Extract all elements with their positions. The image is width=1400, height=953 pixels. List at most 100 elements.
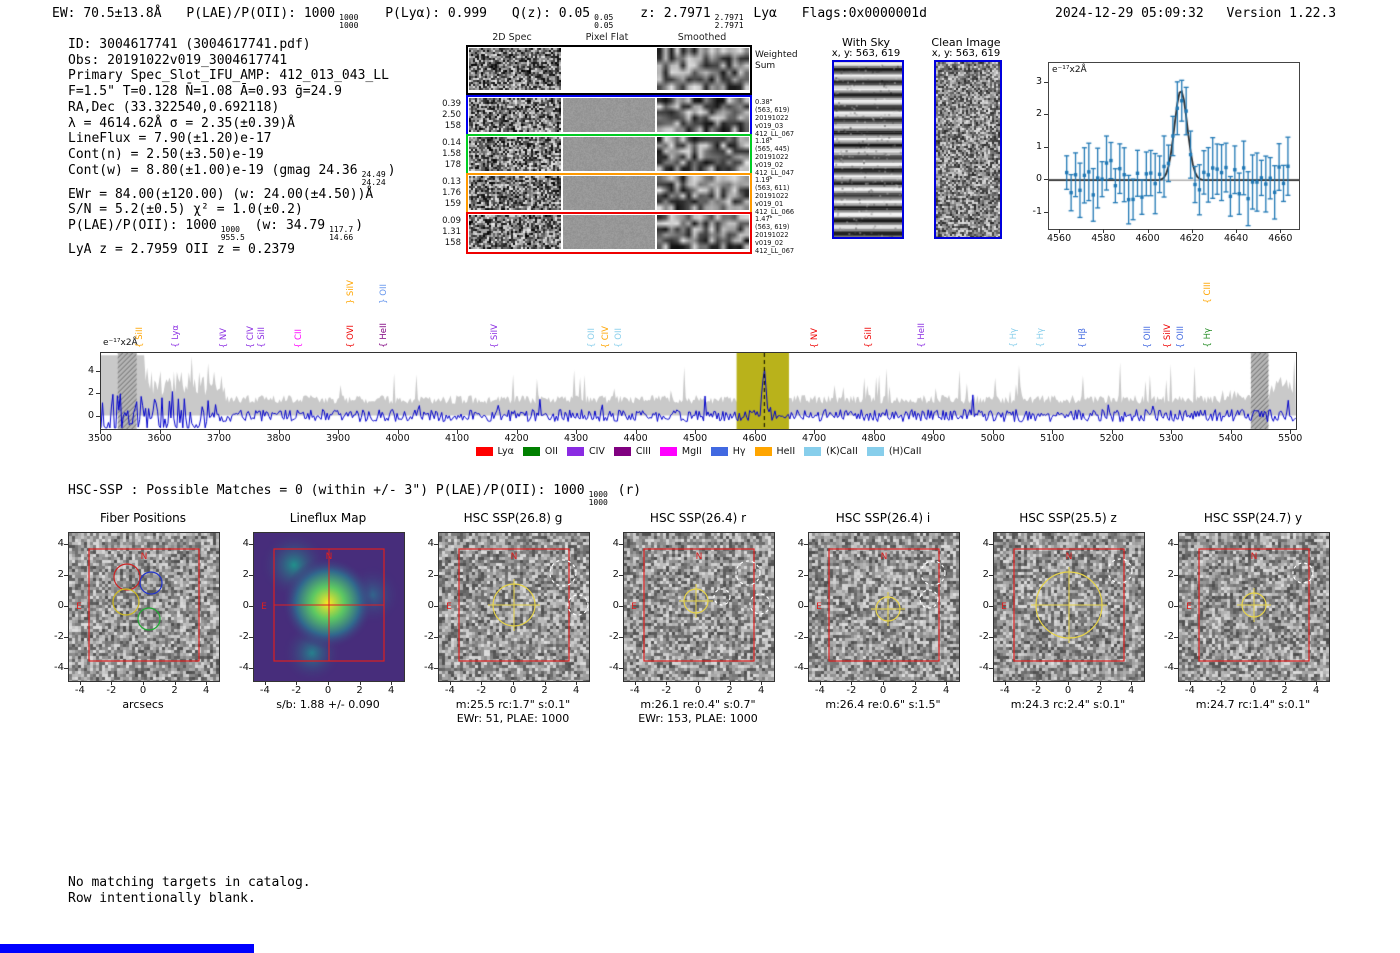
spectrum-x-tick-mark [1230,430,1232,434]
with-sky-image-frame [832,60,904,239]
cutout-y-tick-mark [434,606,438,607]
smoothed-image [657,215,749,249]
emission-line-label: { Hγ [1035,328,1046,348]
cutout-x-tick-mark [946,681,948,685]
cutout-x-tick-mark [174,681,176,685]
clean-image-title: Clean Image [931,36,1001,49]
cutout-y-tick-label: 2 [982,568,989,580]
info-line-primary-spec: Primary Spec_Slot_IFU_AMP: 412_013_043_L… [68,68,389,84]
legend-swatch [613,446,631,456]
spectrum-x-tick-mark [873,430,875,434]
extraction-box [458,548,570,662]
cutout-x-tick-mark [544,681,546,685]
report-header-stats: EW: 70.5±13.8Å P(LAE)/P(OII): 1000 1000 10… [52,6,927,30]
cutout-panel: HSC SSP(26.8) g N E -4 -4 -2 -2 0 0 2 2 4 4 m:25.5 rc… [424,511,590,726]
cutout-x-tick-mark [883,681,884,685]
legend-swatch [804,446,822,456]
cutout-x-tick-label: -4 [629,685,640,696]
cutout-x-tick-mark [666,681,668,685]
spec2d-image [469,98,561,132]
spectrum-x-tick-mark [100,430,101,434]
info-line-redshifts: LyA z = 2.7959 OII z = 0.2379 [68,242,295,258]
cutout-y-tick-label: -4 [1164,662,1174,674]
emission-line-label: { HeII [378,323,389,348]
extraction-box [1013,548,1125,662]
spectrum-y-tick-mark [96,415,100,417]
cutout-panel: Lineflux Map N E -4 -4 -2 -2 0 0 2 2 4 4 s/b: 1.88 +/… [239,511,405,726]
cutout-x-tick-label: 0 [509,685,517,696]
fiber2-weights: 0.14 1.58 178 [442,138,461,170]
fiber2-annotation: 1.18" (565, 445) 20191022 v019_02 412_LL… [755,137,795,177]
cutout-y-tick-label: 0 [797,600,804,611]
cutout-y-tick-mark [804,543,808,545]
cutout-x-tick-mark [576,681,578,685]
cutout-x-tick-label: 0 [1249,685,1257,696]
compass-north-label: N [141,552,148,562]
spectrum-x-tick-mark [1111,430,1113,434]
fiber3-weights: 0.13 1.76 159 [442,177,461,209]
spectrum-x-tick-mark [695,430,697,434]
cutout-x-tick-mark [296,681,298,685]
info-line-obs: Obs: 20191022v019_3004617741 [68,52,288,68]
emission-line-label: { CII [294,328,305,348]
with-sky-image [834,62,902,237]
cutout-y-tick-mark [989,637,993,639]
spectrum-x-tick-label: 4000 [385,433,410,444]
cutout-y-tick-label: 2 [57,568,64,580]
spectrum-x-tick-mark [754,430,756,434]
spectrum-x-tick-label: 3500 [87,433,113,444]
cutout-y-tick-mark [619,574,623,576]
spectrum-y-tick-label: 2 [87,387,94,399]
emission-line-label: { OII [587,328,598,348]
spectrum-x-tick-mark [338,430,340,434]
legend-item: CIV [566,446,605,457]
emission-line-label: { NV [219,327,230,348]
hsc-match-line: HSC-SSP : Possible Matches = 0 (within +… [68,483,642,507]
cutout-y-tick-label: -2 [424,631,434,643]
spectrum-x-tick-label: 4900 [921,433,946,444]
legend-swatch [866,446,884,456]
cutout-x-tick-mark [206,681,208,685]
cutout-overlay: NE [1001,548,1133,662]
spectrum-x-tick-label: 3600 [147,433,172,444]
legend-item: (K)CaII [804,446,858,457]
plae-poii-stat: P(LAE)/P(OII): 1000 1000 1000 [186,6,359,30]
plae-fraction: 1000 1000 [339,13,359,30]
spectrum-x-tick-mark [1171,430,1173,434]
spectrum-x-tick-mark [457,430,459,434]
spectrum-x-tick-label: 5200 [1099,433,1124,444]
generated-datetime: 2024-12-29 05:09:32 [1055,6,1204,21]
info-line-lineflux: LineFlux = 7.90(±1.20)e-17 [68,131,272,147]
cutout-x-tick-label: -4 [814,685,825,696]
spec2d-image [469,137,561,171]
inset-x-tick-label: 4580 [1091,233,1116,244]
fiber3-annotation: 1.19" (563, 611) 20191022 v019_01 412_LL… [755,176,795,216]
clean-image-coords: x, y: 563, 619 [931,48,1001,59]
cutout-x-tick-mark [1036,681,1038,685]
cutout-y-tick-mark [1174,668,1178,670]
spectrum-x-tick-label: 4300 [564,433,589,444]
emission-line-label: { SiIV [1162,323,1173,348]
legend-label: CIII [635,445,651,457]
plae-w-fraction: 117.7 14.66 [329,225,354,243]
catalog-source-circle [749,593,771,615]
emission-line-label: } SiIV [346,279,357,304]
catalog-source-circle [549,559,577,587]
cutout-x-tick-label: 2 [171,685,178,696]
cutout-y-tick-label: -4 [609,662,619,674]
cutout-x-tick-mark [264,681,266,685]
cutout-y-tick-mark [619,606,623,607]
inset-x-tick-mark [1103,229,1105,233]
fiber4-weights: 0.09 1.31 158 [442,216,461,248]
info-line-contn: Cont(n) = 2.50(±3.50)e-19 [68,146,264,162]
inset-x-tick-label: 4600 [1135,233,1160,244]
extraction-box [828,548,940,662]
cutout-title: Fiber Positions [99,511,187,525]
spectrum-x-tick-label: 5000 [980,433,1005,444]
cutout-y-tick-label: 2 [797,568,804,580]
spectrum-x-tick-mark [278,430,280,434]
cutout-x-tick-mark [1189,681,1191,685]
